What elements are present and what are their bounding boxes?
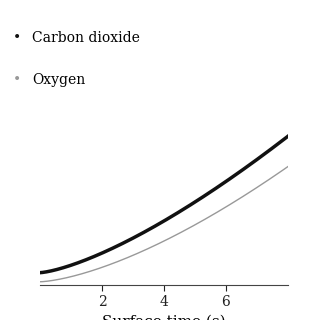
Text: Oxygen: Oxygen (32, 73, 85, 87)
Text: •: • (13, 73, 21, 87)
X-axis label: Surface time (s): Surface time (s) (102, 315, 226, 320)
Text: Carbon dioxide: Carbon dioxide (32, 31, 140, 45)
Text: •: • (13, 31, 21, 45)
